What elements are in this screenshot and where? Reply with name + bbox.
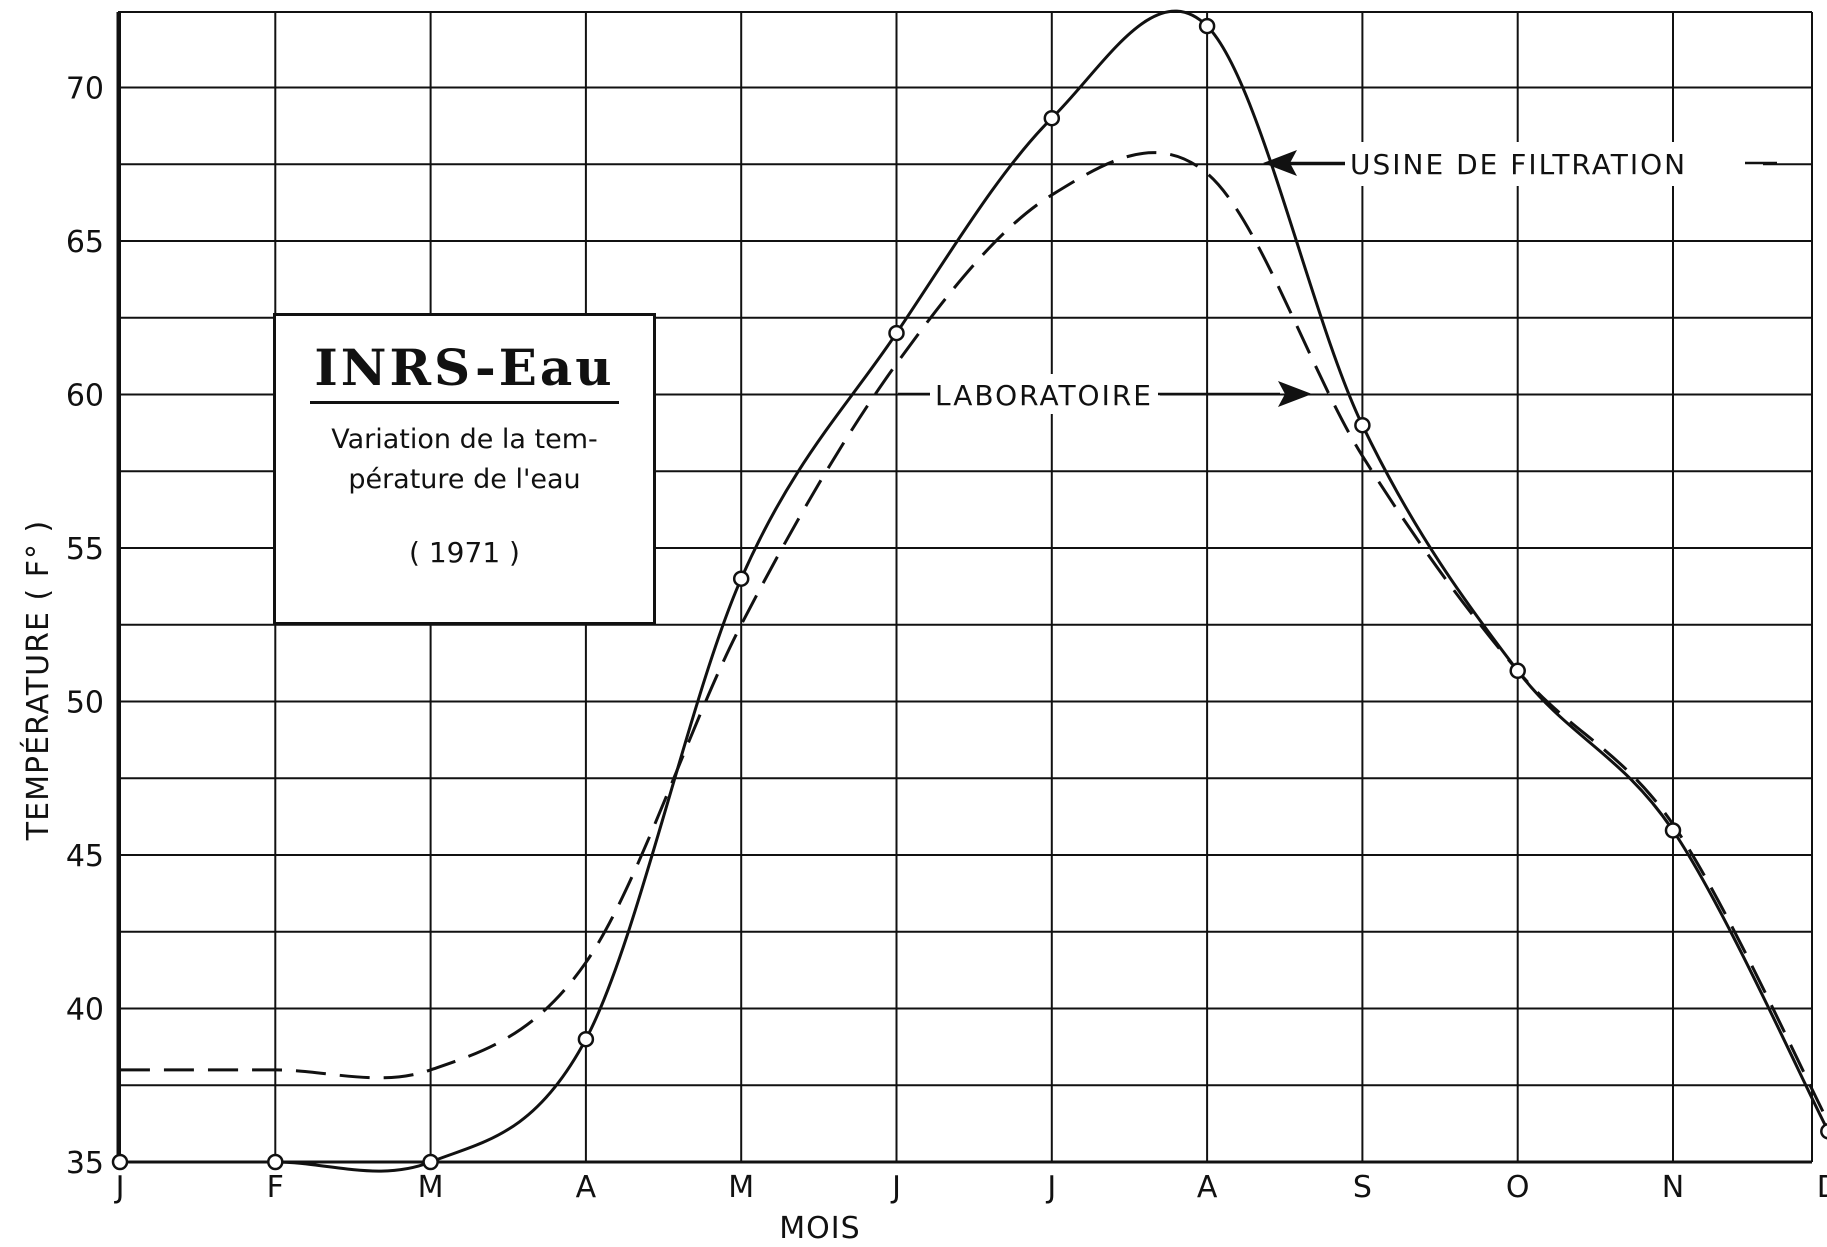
data-point [267,1153,284,1171]
data-point [1820,1123,1827,1140]
y-tick-label: 35 [66,1146,104,1181]
data-point [1664,822,1682,839]
x-axis-title: MOIS [779,1211,860,1246]
x-tick-label: J [890,1170,901,1205]
x-tick-label: O [1506,1170,1530,1205]
data-point [1509,662,1526,680]
x-axis-ticks: JFMAMJJASOND [114,1170,1827,1205]
y-tick-label: 55 [66,532,104,567]
x-tick-label: M [418,1170,444,1205]
annotation-laboratoire: LABORATOIRE [898,374,1312,414]
data-point [1043,109,1061,127]
title-box-year: ( 1971 ) [409,536,520,569]
y-tick-label: 45 [66,839,104,874]
marker-group [111,17,1827,1171]
x-tick-label: J [114,1170,125,1205]
data-point [888,324,905,342]
x-tick-label: F [267,1170,284,1205]
title-box-brand: INRS-Eau [310,338,619,404]
data-point [1354,416,1371,434]
data-point [422,1153,439,1171]
series-line-usine [120,9,1827,1173]
y-tick-label: 60 [66,379,104,414]
y-axis-title: TEMPÉRATURE ( F° ) [20,520,56,841]
annotation-usine-label: USINE DE FILTRATION [1350,148,1687,181]
series-line-laboratoire [120,151,1827,1123]
x-tick-label: A [576,1170,597,1205]
title-box: INRS-Eau Variation de la tem- pérature d… [273,313,656,625]
y-tick-label: 65 [66,225,104,260]
title-box-subtitle-1: Variation de la tem- [331,424,598,455]
y-axis-ticks: 35 40 45 50 55 60 65 70 [66,72,104,1182]
data-point [577,1030,595,1048]
x-tick-label: A [1197,1170,1218,1205]
series-group [120,9,1827,1173]
data-point [111,1153,129,1171]
title-box-subtitle-2: pérature de l'eau [348,464,581,495]
x-tick-label: J [1045,1170,1056,1205]
annotation-laboratoire-label: LABORATOIRE [935,379,1153,412]
x-tick-label: M [728,1170,754,1205]
y-tick-label: 70 [66,72,104,107]
x-tick-label: S [1353,1170,1372,1205]
y-tick-label: 40 [66,993,104,1028]
data-point [1198,17,1216,35]
x-tick-label: N [1662,1170,1684,1205]
data-point [732,570,750,587]
y-tick-label: 50 [66,686,104,721]
x-tick-label: D [1817,1170,1827,1205]
annotation-usine: USINE DE FILTRATION [1263,142,1777,186]
